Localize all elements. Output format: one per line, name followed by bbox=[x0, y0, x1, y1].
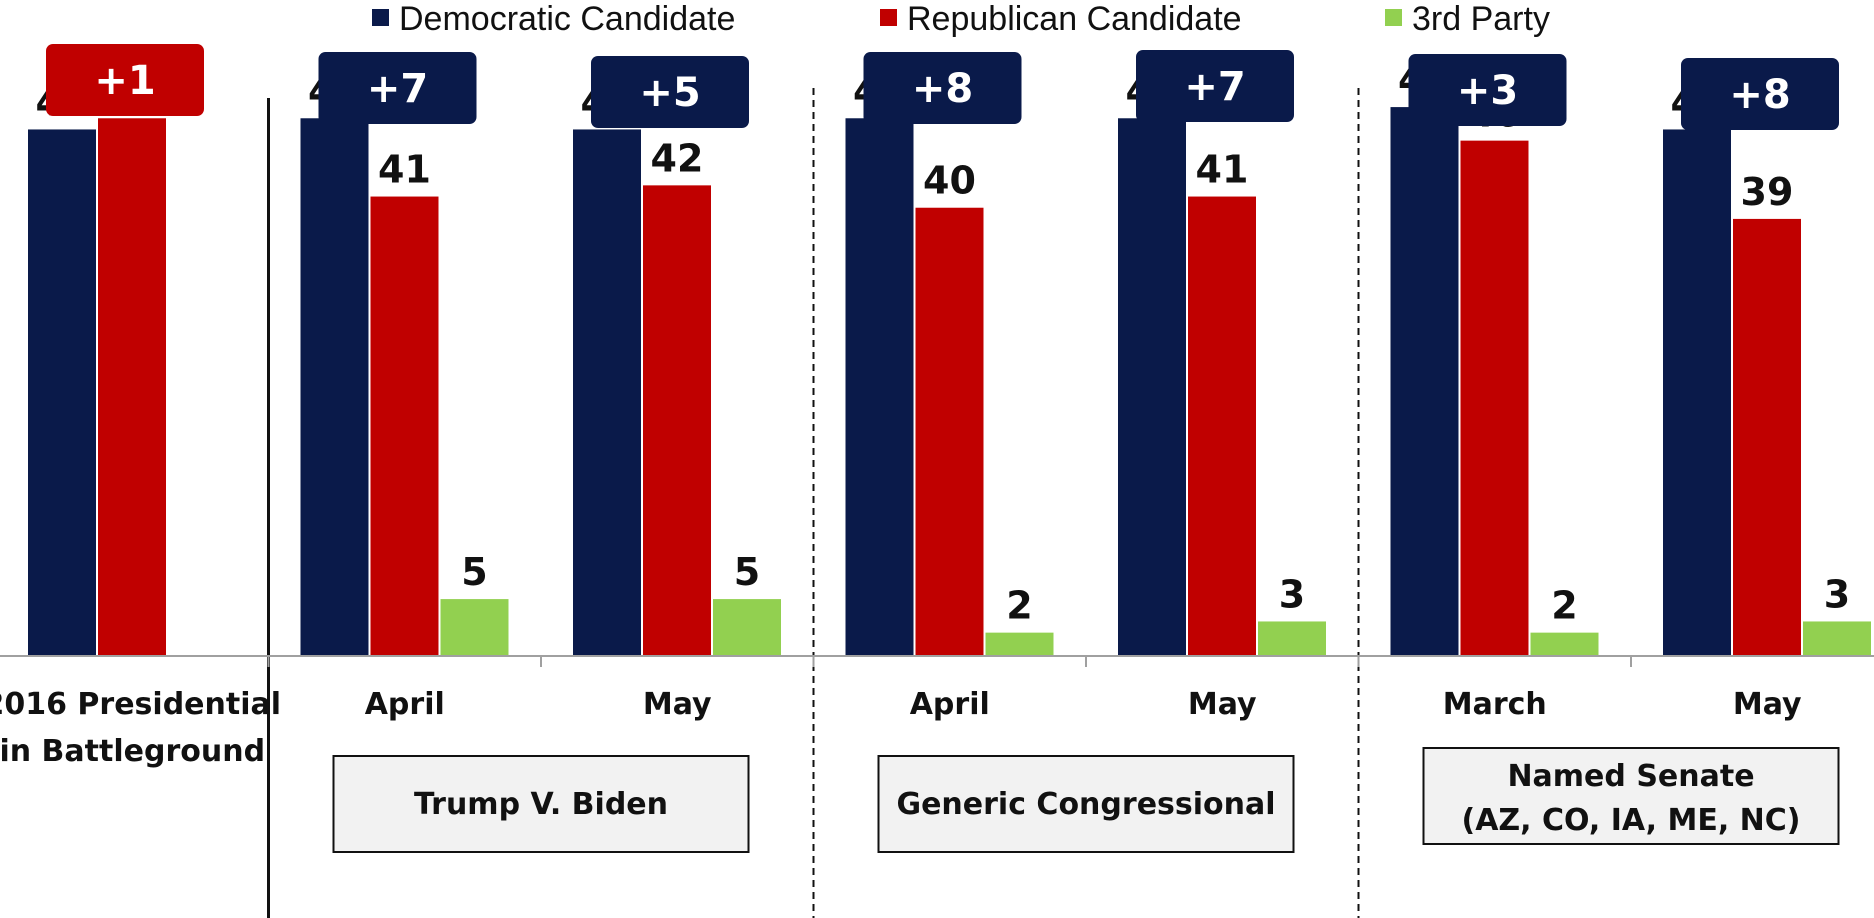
margin-badge-label: +7 bbox=[367, 66, 428, 112]
bar bbox=[1733, 218, 1801, 655]
margin-badge bbox=[863, 52, 1022, 124]
margin-badge-label: +3 bbox=[1457, 68, 1518, 114]
data-label: 40 bbox=[923, 159, 976, 203]
margin-badge bbox=[46, 44, 204, 116]
bars bbox=[28, 107, 1871, 656]
data-label: 3 bbox=[1824, 572, 1850, 616]
data-label: 42 bbox=[651, 136, 704, 180]
data-label: 41 bbox=[378, 148, 431, 192]
legend-label: 3rd Party bbox=[1412, 0, 1550, 38]
x-axis bbox=[0, 655, 1874, 667]
legend-swatch bbox=[1385, 9, 1402, 26]
margin-badge-label: +5 bbox=[639, 70, 700, 116]
group-label: (AZ, CO, IA, ME, NC) bbox=[1461, 803, 1800, 838]
bar bbox=[915, 207, 984, 655]
data-label: 5 bbox=[734, 550, 760, 594]
legend-swatch bbox=[372, 9, 389, 26]
legend-label: Republican Candidate bbox=[907, 0, 1242, 38]
margin-badge-label: +1 bbox=[94, 58, 155, 104]
data-label: 3 bbox=[1279, 572, 1305, 616]
bar bbox=[28, 129, 96, 656]
bar bbox=[1188, 196, 1256, 655]
margin-badge bbox=[318, 52, 477, 124]
legend-swatch bbox=[880, 9, 897, 26]
category-labels: 2016 Presidential in Battleground April May… bbox=[0, 687, 1802, 769]
category-label: March bbox=[1443, 687, 1547, 722]
category-label: May bbox=[643, 687, 712, 722]
bar bbox=[1258, 621, 1326, 655]
data-label: 2 bbox=[1006, 584, 1032, 628]
group-labels: Trump V. Biden Generic Congressional Named… bbox=[332, 747, 1840, 853]
margin-badge bbox=[591, 56, 749, 128]
category-label: April bbox=[910, 687, 990, 722]
bar bbox=[1460, 140, 1529, 656]
group-label-box bbox=[877, 755, 1295, 853]
margin-badge-label: +7 bbox=[1184, 64, 1245, 110]
margin-badge bbox=[1681, 58, 1839, 130]
group-label: Named Senate bbox=[1507, 759, 1754, 794]
bar bbox=[1530, 632, 1599, 655]
margin-badge-label: +8 bbox=[1729, 72, 1790, 118]
bar bbox=[643, 185, 711, 655]
bar bbox=[300, 118, 369, 656]
separators bbox=[267, 88, 1360, 918]
category-label: in Battleground bbox=[0, 734, 265, 769]
bar bbox=[440, 599, 509, 655]
bar bbox=[985, 632, 1054, 655]
legend-label: Democratic Candidate bbox=[399, 0, 735, 38]
bar bbox=[1803, 621, 1871, 655]
group-label: Trump V. Biden bbox=[414, 787, 668, 822]
group-label-box bbox=[1422, 747, 1840, 845]
category-label: April bbox=[365, 687, 445, 722]
category-label: May bbox=[1733, 687, 1802, 722]
bar bbox=[845, 118, 914, 656]
margin-badge-label: +8 bbox=[912, 66, 973, 112]
data-label: 39 bbox=[1741, 170, 1794, 214]
data-label: 2 bbox=[1551, 584, 1577, 628]
data-label: 5 bbox=[461, 550, 487, 594]
legend: Democratic Candidate Republican Candidate… bbox=[372, 0, 1550, 38]
bar bbox=[1118, 118, 1186, 656]
group-label-box bbox=[332, 755, 750, 853]
margin-badges: +1 +7 +5 +8 +7 +3 +8 bbox=[46, 44, 1839, 130]
bar bbox=[713, 599, 781, 655]
category-label: 2016 Presidential bbox=[0, 687, 281, 722]
margin-badge bbox=[1136, 50, 1294, 122]
margin-badge bbox=[1408, 54, 1567, 126]
bar bbox=[573, 129, 641, 656]
bar bbox=[98, 118, 166, 656]
group-label: Generic Congressional bbox=[896, 787, 1275, 822]
data-label: 41 bbox=[1196, 148, 1249, 192]
bar bbox=[370, 196, 439, 655]
bar bbox=[1390, 107, 1459, 655]
category-label: May bbox=[1188, 687, 1257, 722]
bar bbox=[1663, 129, 1731, 656]
